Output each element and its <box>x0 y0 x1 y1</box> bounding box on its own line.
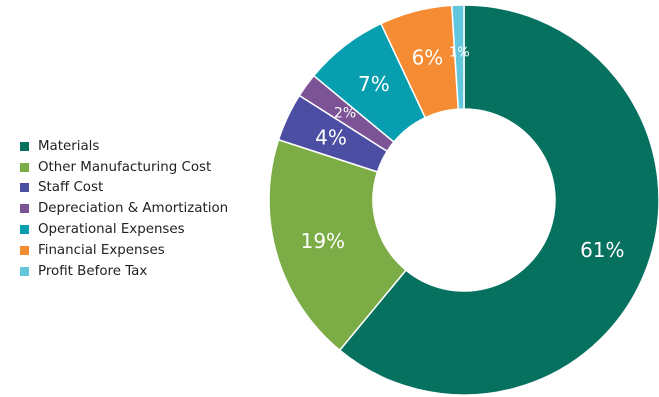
legend-item: Staff Cost <box>20 178 228 199</box>
slice-label: 7% <box>358 72 390 96</box>
legend-label: Other Manufacturing Cost <box>38 159 212 175</box>
legend-item: Operational Expenses <box>20 219 228 240</box>
legend-swatch <box>20 162 29 172</box>
legend-label: Materials <box>38 138 100 154</box>
legend-swatch <box>20 225 29 235</box>
legend-item: Financial Expenses <box>20 240 228 261</box>
slice-label: 19% <box>301 229 345 253</box>
legend-swatch <box>20 266 29 276</box>
legend-item: Other Manufacturing Cost <box>20 157 228 178</box>
legend-label: Staff Cost <box>38 180 104 196</box>
legend-swatch <box>20 245 29 255</box>
chart-legend: Materials Other Manufacturing Cost Staff C… <box>20 136 228 282</box>
legend-item: Depreciation & Amortization <box>20 198 228 219</box>
donut-slice <box>450 4 465 110</box>
slice-label: 2% <box>334 106 356 122</box>
legend-label: Financial Expenses <box>38 242 165 258</box>
slice-label: 4% <box>315 125 347 149</box>
legend-label: Operational Expenses <box>38 222 185 238</box>
slice-label: 61% <box>580 238 624 262</box>
legend-label: Profit Before Tax <box>38 263 148 279</box>
legend-swatch <box>20 204 29 214</box>
legend-swatch <box>20 141 29 151</box>
legend-swatch <box>20 183 29 193</box>
legend-label: Depreciation & Amortization <box>38 201 229 217</box>
donut-slice <box>268 138 408 352</box>
legend-item: Materials <box>20 136 228 157</box>
slice-label: 6% <box>412 46 444 70</box>
legend-item: Profit Before Tax <box>20 261 228 282</box>
slice-label: 1% <box>449 46 470 61</box>
donut-slice <box>338 4 659 396</box>
